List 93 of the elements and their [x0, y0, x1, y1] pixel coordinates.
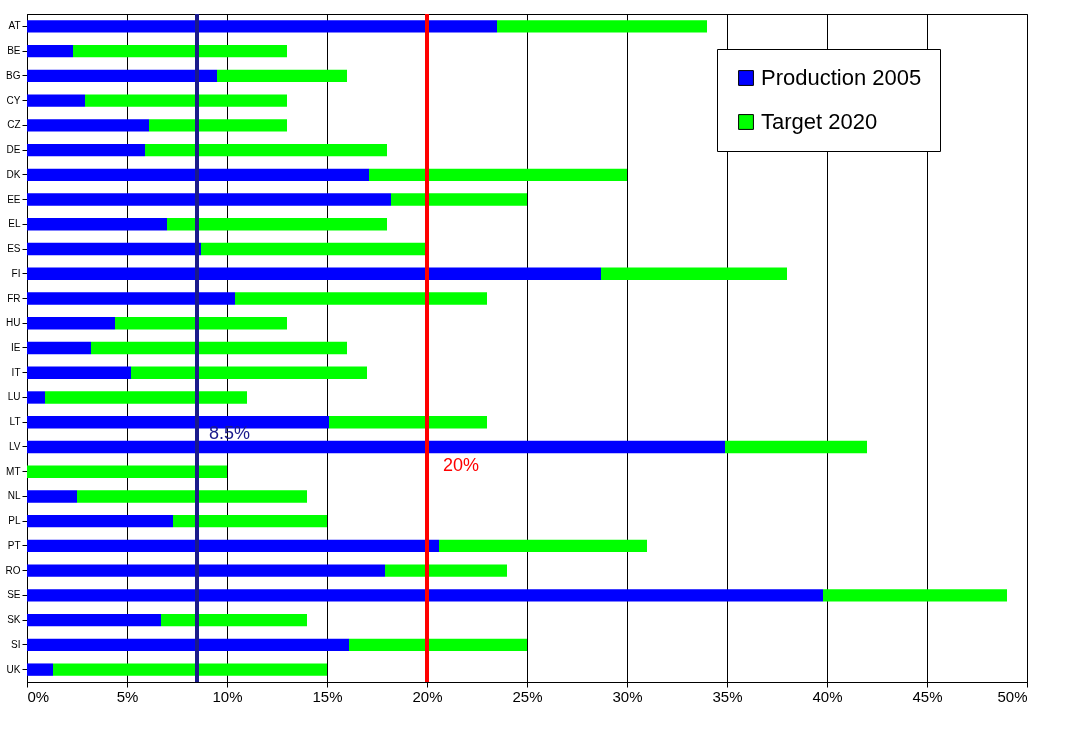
- bar: [27, 143, 145, 157]
- bar: [27, 168, 369, 181]
- bar: [53, 663, 327, 676]
- bar: [131, 366, 367, 379]
- bar: [27, 20, 497, 33]
- bar: [601, 267, 787, 280]
- bar: [27, 638, 349, 652]
- bar: [27, 242, 201, 256]
- y-tick-label: FI: [11, 267, 21, 279]
- bar: [149, 119, 287, 132]
- bar: [497, 20, 707, 33]
- y-tick-label: SI: [11, 638, 21, 650]
- bar: [27, 317, 115, 330]
- bar: [85, 94, 287, 107]
- bar: [27, 193, 391, 206]
- y-tick-label: SE: [7, 589, 21, 601]
- bar: [201, 242, 427, 256]
- y-tick-label: CY: [6, 94, 21, 106]
- bar: [27, 218, 167, 231]
- y-tick-label: NL: [7, 490, 21, 502]
- bar: [349, 638, 527, 652]
- y-tick-label: LV: [9, 440, 21, 452]
- y-tick-label: AT: [8, 20, 21, 32]
- bar: [27, 589, 823, 602]
- x-tick-label: 15%: [312, 687, 343, 705]
- bar: [167, 218, 387, 231]
- bar: [329, 416, 487, 429]
- y-tick-label: DE: [6, 144, 21, 156]
- x-tick-label: 30%: [612, 687, 643, 705]
- bar: [217, 69, 347, 83]
- bar: [27, 539, 439, 553]
- bar: [173, 515, 327, 528]
- x-tick-label: 5%: [116, 687, 139, 705]
- bar: [27, 663, 53, 676]
- y-tick-label: UK: [6, 663, 21, 675]
- bar: [27, 267, 601, 280]
- bar: [823, 589, 1007, 602]
- ref-line-label: 20%: [443, 454, 480, 475]
- legend-label: Target 2020: [761, 109, 878, 134]
- y-tick-label: RO: [5, 564, 21, 576]
- legend-label: Production 2005: [761, 65, 922, 90]
- bar: [27, 490, 77, 503]
- bar: [27, 44, 73, 58]
- x-tick-label: 45%: [912, 687, 943, 705]
- y-tick-label: ES: [7, 243, 21, 255]
- bar: [235, 292, 487, 305]
- x-tick-label: 35%: [712, 687, 743, 705]
- bar: [145, 143, 387, 157]
- y-tick-label: IE: [11, 342, 21, 353]
- bar: [27, 292, 235, 305]
- bar: [27, 515, 173, 528]
- bar: [27, 119, 149, 132]
- bar: [725, 440, 867, 454]
- bar: [91, 341, 347, 355]
- x-tick-label: 50%: [997, 687, 1028, 705]
- bar: [391, 193, 527, 206]
- y-tick-label: EE: [7, 193, 21, 205]
- bar: [385, 564, 507, 577]
- y-tick-label: PL: [8, 515, 21, 527]
- y-tick-label: DK: [6, 168, 21, 180]
- y-tick-label: FR: [7, 292, 21, 304]
- bar: [27, 391, 45, 404]
- bar: [27, 440, 725, 454]
- bar: [27, 366, 131, 379]
- bar: [45, 391, 247, 404]
- x-tick-label: 20%: [412, 687, 443, 705]
- y-tick-label: HU: [6, 317, 21, 329]
- bar: [115, 317, 287, 330]
- y-tick-label: MT: [6, 465, 21, 477]
- y-tick-label: LU: [7, 391, 21, 403]
- bar: [77, 490, 307, 503]
- y-tick-label: EL: [8, 218, 21, 230]
- y-tick-label: BE: [7, 45, 21, 57]
- bar: [161, 613, 307, 627]
- x-tick-label: 40%: [812, 687, 843, 705]
- bar: [27, 613, 161, 627]
- bar: [369, 168, 627, 181]
- x-tick-label: 10%: [212, 687, 243, 705]
- bar: [27, 69, 217, 83]
- y-tick-label: PT: [7, 539, 21, 551]
- y-tick-label: SK: [7, 614, 21, 626]
- y-tick-label: LT: [9, 416, 21, 428]
- y-tick-label: IT: [11, 366, 21, 378]
- y-tick-label: BG: [6, 69, 21, 81]
- bar: [27, 341, 91, 355]
- bar: [27, 94, 85, 107]
- x-tick-label: 0%: [27, 687, 50, 705]
- bar: [439, 539, 647, 553]
- bar: [27, 564, 385, 577]
- bar: [27, 465, 227, 478]
- x-tick-label: 25%: [512, 687, 543, 705]
- bar: [73, 44, 287, 58]
- y-tick-label: CZ: [7, 119, 21, 131]
